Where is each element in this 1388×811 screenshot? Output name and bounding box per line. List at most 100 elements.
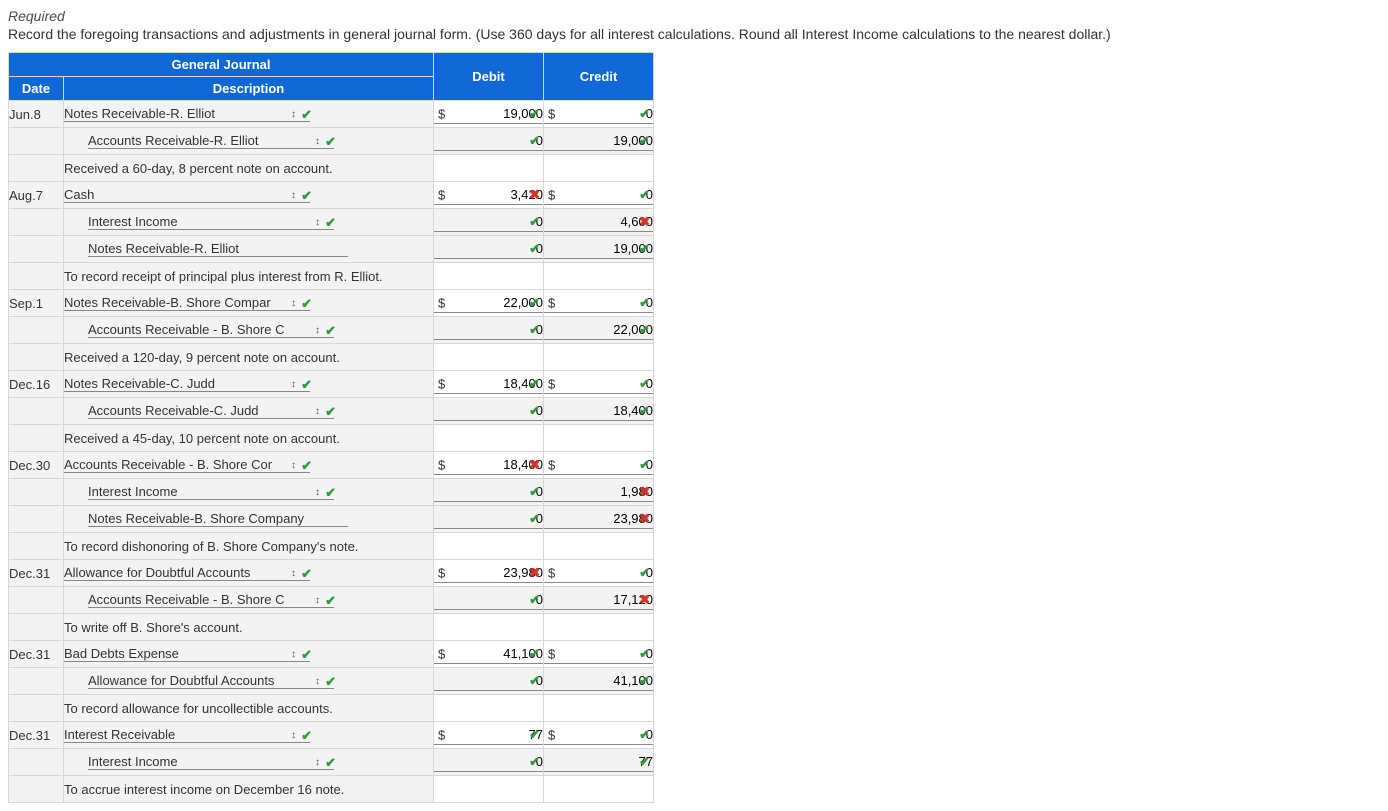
- account-dropdown[interactable]: Accounts Receivable - B. Shore C↕✔: [88, 322, 334, 338]
- date-cell: [9, 155, 64, 182]
- debit-cell: ✔: [434, 479, 544, 506]
- account-dropdown[interactable]: Interest Income↕✔: [88, 214, 334, 230]
- debit-input[interactable]: [434, 455, 543, 475]
- debit-empty: [434, 614, 544, 641]
- credit-input[interactable]: [544, 752, 653, 772]
- debit-input[interactable]: [434, 320, 543, 340]
- credit-input[interactable]: [544, 374, 653, 394]
- account-dropdown[interactable]: Allowance for Doubtful Accounts↕✔: [64, 565, 310, 581]
- credit-cell: ✔: [544, 317, 654, 344]
- currency-symbol: $: [548, 107, 555, 122]
- credit-input[interactable]: [544, 212, 653, 232]
- check-icon: ✔: [529, 322, 540, 338]
- check-icon: ✔: [529, 727, 540, 743]
- debit-input[interactable]: [434, 590, 543, 610]
- description-cell: Interest Income↕✔: [64, 749, 434, 776]
- account-dropdown[interactable]: Accounts Receivable-C. Judd↕✔: [88, 403, 334, 419]
- debit-input[interactable]: [434, 563, 543, 583]
- credit-input[interactable]: [544, 239, 653, 259]
- debit-input[interactable]: [434, 644, 543, 664]
- date-cell: Dec.31: [9, 641, 64, 668]
- credit-input[interactable]: [544, 320, 653, 340]
- check-icon: ✔: [301, 107, 312, 123]
- debit-cell: $✔: [434, 371, 544, 398]
- account-dropdown[interactable]: Notes Receivable-C. Judd↕✔: [64, 376, 310, 392]
- check-icon: ✔: [325, 755, 336, 771]
- credit-input[interactable]: [544, 671, 653, 691]
- credit-input[interactable]: [544, 401, 653, 421]
- check-icon: ✔: [639, 106, 650, 122]
- check-icon: ✔: [529, 106, 540, 122]
- table-row: Interest Income↕✔✔✖: [9, 479, 654, 506]
- description-cell: Accounts Receivable-C. Judd↕✔: [64, 398, 434, 425]
- account-dropdown[interactable]: Accounts Receivable - B. Shore C↕✔: [88, 592, 334, 608]
- currency-symbol: $: [438, 566, 445, 581]
- date-cell: [9, 533, 64, 560]
- debit-input[interactable]: [434, 293, 543, 313]
- credit-cell: $✔: [544, 722, 654, 749]
- account-dropdown[interactable]: Cash↕✔: [64, 187, 310, 203]
- debit-input[interactable]: [434, 401, 543, 421]
- debit-input[interactable]: [434, 752, 543, 772]
- description-cell: Interest Income↕✔: [64, 209, 434, 236]
- debit-input[interactable]: [434, 482, 543, 502]
- check-icon: ✔: [529, 376, 540, 392]
- credit-cell: $✔: [544, 290, 654, 317]
- account-dropdown-label: Interest Income: [88, 484, 178, 499]
- credit-input[interactable]: [544, 482, 653, 502]
- debit-cell: $✖: [434, 452, 544, 479]
- credit-input[interactable]: [544, 563, 653, 583]
- description-cell: Accounts Receivable - B. Shore Cor↕✔: [64, 452, 434, 479]
- account-dropdown[interactable]: Notes Receivable-R. Elliot↕✔: [64, 106, 310, 122]
- account-dropdown[interactable]: Notes Receivable-B. Shore Compar↕✔: [64, 295, 310, 311]
- description-cell: Notes Receivable-C. Judd↕✔: [64, 371, 434, 398]
- currency-symbol: $: [548, 728, 555, 743]
- account-dropdown[interactable]: Interest Income↕✔: [88, 754, 334, 770]
- currency-symbol: $: [438, 296, 445, 311]
- credit-input[interactable]: [544, 590, 653, 610]
- credit-input[interactable]: [544, 104, 653, 124]
- check-icon: ✔: [325, 134, 336, 150]
- memo-cell: To write off B. Shore's account.: [64, 614, 434, 641]
- debit-input[interactable]: [434, 104, 543, 124]
- debit-input[interactable]: [434, 725, 543, 745]
- account-dropdown-label: Accounts Receivable - B. Shore C: [88, 592, 285, 607]
- check-icon: ✔: [325, 593, 336, 609]
- debit-cell: ✔: [434, 506, 544, 533]
- account-dropdown[interactable]: Accounts Receivable-R. Elliot↕✔: [88, 133, 334, 149]
- check-icon: ✔: [529, 133, 540, 149]
- check-icon: ✔: [301, 566, 312, 582]
- account-dropdown[interactable]: Bad Debts Expense↕✔: [64, 646, 310, 662]
- credit-empty: [544, 533, 654, 560]
- debit-input[interactable]: [434, 212, 543, 232]
- debit-input[interactable]: [434, 239, 543, 259]
- check-icon: ✔: [529, 403, 540, 419]
- account-dropdown[interactable]: Interest Income↕✔: [88, 484, 334, 500]
- check-icon: ✔: [529, 646, 540, 662]
- memo-cell: Received a 60-day, 8 percent note on acc…: [64, 155, 434, 182]
- credit-input[interactable]: [544, 509, 653, 529]
- debit-input[interactable]: [434, 509, 543, 529]
- account-dropdown[interactable]: Allowance for Doubtful Accounts↕✔: [88, 673, 334, 689]
- credit-input[interactable]: [544, 185, 653, 205]
- credit-cell: ✔: [544, 749, 654, 776]
- account-dropdown[interactable]: Accounts Receivable - B. Shore Cor↕✔: [64, 457, 310, 473]
- account-dropdown-label: Accounts Receivable-C. Judd: [88, 403, 259, 418]
- updown-icon: ↕: [315, 216, 320, 230]
- credit-input[interactable]: [544, 131, 653, 151]
- credit-input[interactable]: [544, 725, 653, 745]
- credit-input[interactable]: [544, 455, 653, 475]
- credit-input[interactable]: [544, 644, 653, 664]
- memo-cell: Received a 45-day, 10 percent note on ac…: [64, 425, 434, 452]
- credit-empty: [544, 695, 654, 722]
- debit-input[interactable]: [434, 131, 543, 151]
- credit-input[interactable]: [544, 293, 653, 313]
- memo-cell: To record allowance for uncollectible ac…: [64, 695, 434, 722]
- debit-input[interactable]: [434, 671, 543, 691]
- account-dropdown-label: Accounts Receivable - B. Shore C: [88, 322, 285, 337]
- credit-cell: $✔: [544, 452, 654, 479]
- debit-input[interactable]: [434, 185, 543, 205]
- credit-empty: [544, 263, 654, 290]
- account-dropdown[interactable]: Interest Receivable↕✔: [64, 727, 310, 743]
- debit-input[interactable]: [434, 374, 543, 394]
